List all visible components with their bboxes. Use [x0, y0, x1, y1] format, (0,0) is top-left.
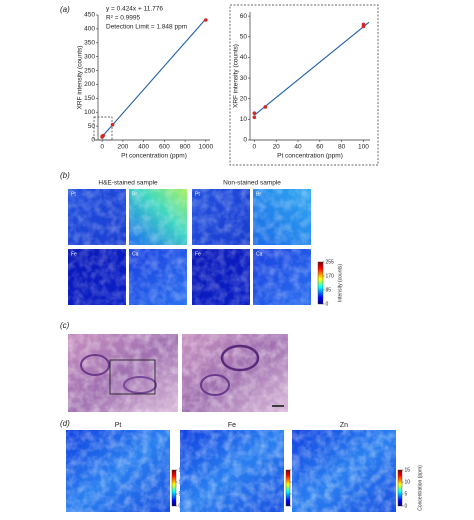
tile-label: Ca: [132, 251, 139, 257]
map-title: Fe: [228, 422, 236, 429]
map-texture: [66, 430, 170, 512]
map-texture: [192, 189, 250, 245]
tile-label: Fe: [71, 251, 77, 257]
data-point: [101, 133, 105, 138]
y-tick-label: 200: [84, 81, 95, 88]
x-tick-label: 0: [100, 144, 104, 151]
y-tick-label: 30: [240, 75, 248, 82]
y-tick-label: 450: [84, 12, 95, 19]
colorbar-tick-label: 255: [326, 259, 335, 265]
data-point: [263, 105, 268, 109]
y-tick-label: 250: [84, 67, 95, 74]
map-texture: [192, 249, 250, 305]
x-axis-label: Pt concentration (ppm): [121, 153, 187, 160]
map-texture: [68, 189, 126, 245]
map-texture: [253, 249, 311, 305]
x-tick-label: 0: [253, 144, 257, 151]
y-tick-label: 350: [84, 39, 95, 46]
histology-zoom: [182, 334, 288, 412]
y-axis-label: XRF intensity (counts): [77, 46, 84, 110]
colorbar-tick-label: 15: [405, 467, 411, 473]
colorbar-tick-label: 85: [326, 287, 332, 293]
tile-label: Br: [256, 191, 261, 197]
annotation: R² = 0.9995: [106, 15, 141, 22]
tile-label: Pt: [71, 191, 76, 197]
y-tick-label: 100: [84, 109, 95, 116]
panel-label: (a): [60, 5, 70, 14]
colorbar-tick-label: 10: [405, 479, 411, 485]
histology-overview: [68, 334, 178, 412]
x-tick-label: 100: [358, 144, 369, 151]
map-title: Pt: [115, 422, 122, 429]
y-tick-label: 10: [240, 116, 248, 123]
data-point: [361, 22, 366, 27]
colorbar: [171, 469, 177, 507]
header: Non-stained sample: [223, 180, 281, 187]
x-axis-label: Pt concentration (ppm): [277, 153, 343, 160]
x-tick-label: 40: [294, 144, 302, 151]
data-point: [252, 111, 257, 115]
y-tick-label: 20: [240, 95, 248, 102]
map-texture: [253, 189, 311, 245]
colorbar-tick-label: 170: [326, 273, 335, 279]
panel-label: (b): [60, 171, 70, 180]
colorbar-label: Concentration (ppm): [417, 465, 423, 511]
axes: [249, 12, 370, 141]
map-texture: [129, 189, 187, 245]
annotation: Detection Limit = 1.848 ppm: [106, 24, 187, 31]
fit-line: [254, 21, 370, 116]
y-tick-label: 0: [91, 137, 95, 144]
header: H&E-stained sample: [98, 180, 158, 187]
y-tick-label: 150: [84, 95, 95, 102]
y-tick-label: 0: [243, 137, 247, 144]
y-tick-label: 40: [240, 54, 248, 61]
tile-label: Ca: [256, 251, 263, 257]
inset-frame: [229, 4, 379, 166]
data-point: [252, 115, 257, 120]
x-tick-label: 1000: [199, 144, 214, 151]
panel-label: (d): [60, 419, 70, 428]
colorbar-label: Intensity (counts): [337, 264, 343, 302]
data-point: [110, 122, 115, 127]
colorbar: [397, 469, 403, 507]
x-tick-label: 60: [316, 144, 324, 151]
annotation: y = 0.424x + 11.776: [106, 6, 163, 13]
colorbar-tick-label: 0: [405, 503, 408, 509]
map-texture: [129, 249, 187, 305]
tile-label: Fe: [195, 251, 201, 257]
y-tick-label: 60: [240, 13, 248, 20]
x-tick-label: 200: [117, 144, 128, 151]
y-tick-label: 50: [240, 33, 248, 40]
colorbar-tick-label: 0: [326, 301, 329, 307]
colorbar-tick-label: 5: [405, 491, 408, 497]
colorbar: [317, 261, 324, 305]
x-tick-label: 400: [138, 144, 149, 151]
y-tick-label: 400: [84, 26, 95, 33]
map-title: Zn: [340, 422, 348, 429]
x-tick-label: 800: [180, 144, 191, 151]
map-texture: [68, 249, 126, 305]
x-tick-label: 600: [159, 144, 170, 151]
x-tick-label: 80: [338, 144, 346, 151]
tile-label: Pt: [195, 191, 200, 197]
data-point: [204, 18, 208, 22]
x-tick-label: 20: [273, 144, 281, 151]
panel-label: (c): [60, 321, 70, 330]
map-texture: [292, 430, 396, 512]
fit-line: [101, 18, 207, 138]
y-tick-label: 300: [84, 53, 95, 60]
y-tick-label: 50: [88, 123, 96, 130]
y-axis-label: XRF intensity (counts): [233, 44, 240, 108]
colorbar: [285, 469, 291, 507]
map-texture: [180, 430, 284, 512]
tile-label: Br: [132, 191, 137, 197]
